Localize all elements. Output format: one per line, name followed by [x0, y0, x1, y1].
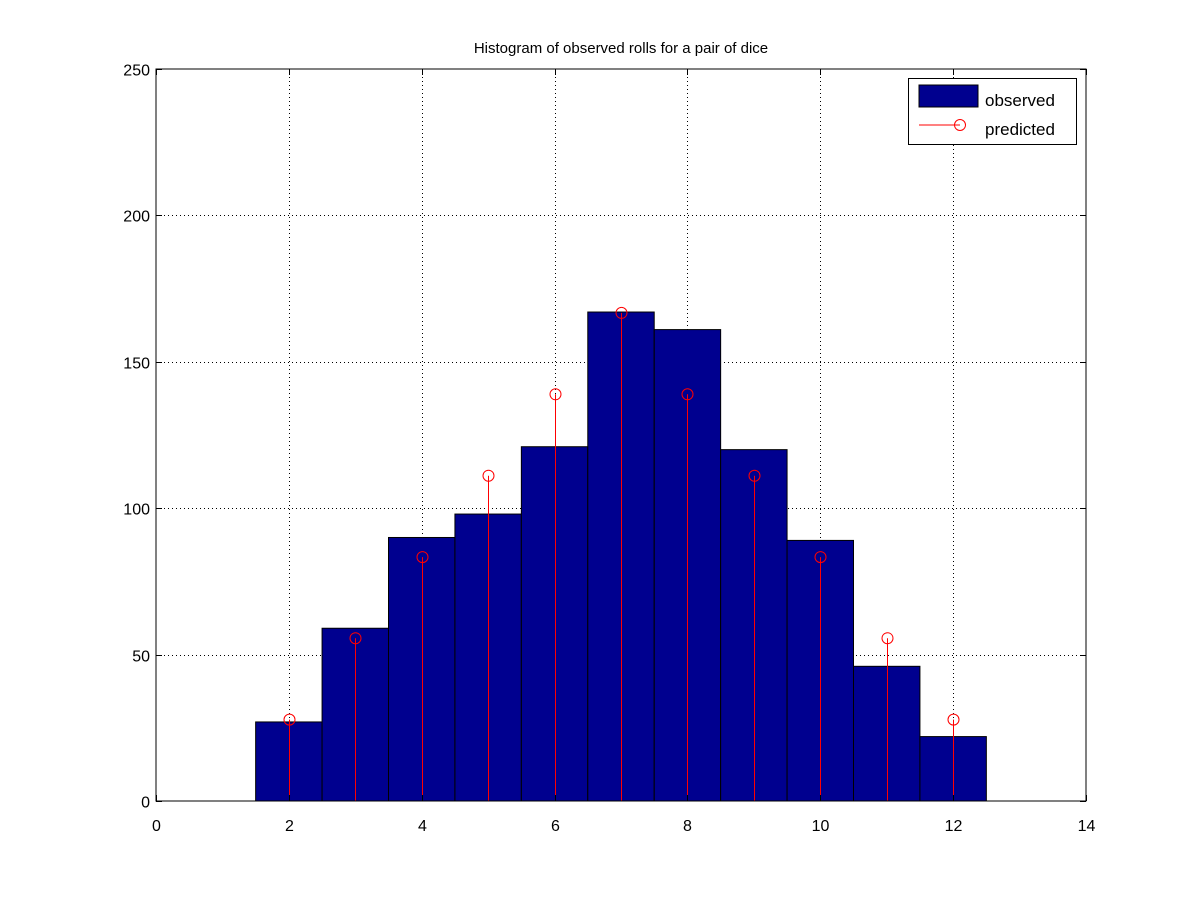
y-tick-label: 100 — [123, 502, 150, 519]
x-tick-label: 2 — [285, 818, 294, 835]
y-tick-label: 200 — [123, 209, 150, 226]
y-tick-label: 250 — [123, 63, 150, 80]
marker-predicted-9 — [748, 469, 761, 482]
bar-observed-11 — [853, 665, 921, 802]
plot-frame — [155, 68, 1087, 802]
marker-predicted-10 — [814, 551, 827, 564]
y-tick-label: 150 — [123, 356, 150, 373]
bar-observed-6 — [520, 446, 589, 802]
x-tick-label: 4 — [418, 818, 427, 835]
x-tick-label: 12 — [945, 818, 963, 835]
marker-predicted-5 — [482, 469, 495, 482]
marker-predicted-4 — [416, 551, 429, 564]
legend-observed-label: observed — [985, 91, 1055, 110]
marker-predicted-3 — [349, 632, 362, 645]
chart-title: Histogram of observed rolls for a pair o… — [474, 40, 768, 57]
marker-predicted-6 — [549, 388, 562, 401]
axis-ticks: 0 2 4 6 8 10 12 14 0 50 100 150 200 250 — [123, 63, 1095, 836]
bar-observed-9 — [720, 449, 788, 802]
legend: observed predicted — [908, 78, 1077, 145]
marker-predicted-11 — [881, 632, 894, 645]
x-tick-label: 10 — [812, 818, 830, 835]
legend-predicted-marker — [954, 119, 966, 131]
predicted-stems — [283, 306, 960, 801]
marker-predicted-8 — [681, 388, 694, 401]
bar-observed-4 — [388, 536, 456, 802]
y-tick-label: 50 — [132, 649, 150, 666]
x-tick-label: 0 — [152, 818, 161, 835]
y-tick-label: 0 — [141, 795, 150, 812]
marker-predicted-2 — [283, 713, 296, 726]
x-tick-label: 14 — [1078, 818, 1096, 835]
bar-observed-2 — [255, 721, 323, 802]
legend-predicted-label: predicted — [985, 120, 1055, 139]
x-tick-label: 6 — [551, 818, 560, 835]
marker-predicted-12 — [947, 713, 960, 726]
marker-predicted-7 — [615, 306, 628, 319]
legend-observed-swatch — [918, 84, 979, 108]
x-tick-label: 8 — [683, 818, 692, 835]
